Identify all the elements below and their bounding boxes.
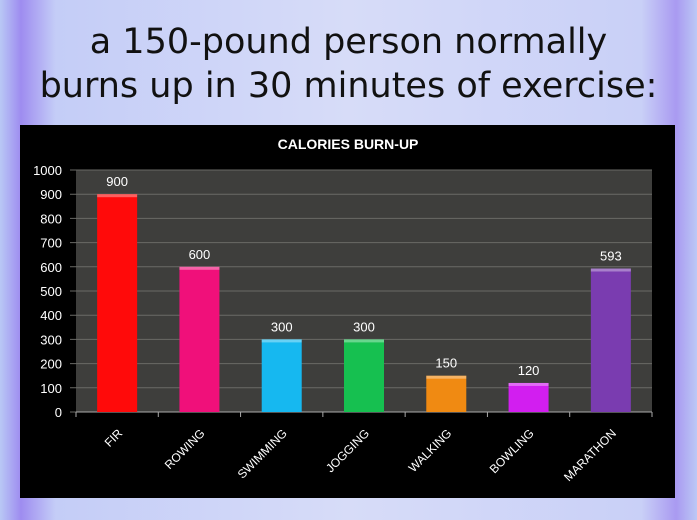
bar-marathon <box>590 268 631 412</box>
y-tick-label: 100 <box>40 381 62 396</box>
bar-highlight <box>179 266 220 270</box>
y-tick-label: 600 <box>40 260 62 275</box>
headline: a 150-pound person normally burns up in … <box>0 20 697 108</box>
y-tick-label: 700 <box>40 236 62 251</box>
bar-swimming <box>261 339 302 412</box>
headline-line-1: a 150-pound person normally <box>89 22 608 62</box>
data-label: 900 <box>106 174 128 189</box>
bar-jogging <box>344 339 384 412</box>
y-tick-label: 500 <box>40 284 62 299</box>
bar-highlight <box>590 268 631 272</box>
bar-highlight <box>344 339 384 343</box>
data-label: 150 <box>435 356 457 371</box>
data-label: 600 <box>189 247 211 262</box>
data-label: 300 <box>271 319 293 334</box>
headline-line-2: burns up in 30 minutes of exercise: <box>39 66 658 106</box>
y-tick-label: 1000 <box>33 163 62 178</box>
bar-fir <box>97 194 138 412</box>
y-tick-label: 0 <box>55 405 62 420</box>
y-tick-label: 400 <box>40 308 62 323</box>
y-tick-label: 200 <box>40 357 62 372</box>
y-tick-label: 800 <box>40 211 62 226</box>
bar-highlight <box>426 375 467 379</box>
bar-highlight <box>508 382 549 386</box>
chart-title: CALORIES BURN-UP <box>278 136 419 152</box>
bar-bowling <box>508 382 549 412</box>
data-label: 300 <box>353 319 375 334</box>
bar-rowing <box>179 266 220 412</box>
bar-highlight <box>97 194 138 198</box>
bar-highlight <box>261 339 302 343</box>
data-label: 593 <box>600 248 622 263</box>
bar-walking <box>426 375 467 412</box>
y-tick-label: 900 <box>40 187 62 202</box>
data-label: 120 <box>518 363 540 378</box>
y-tick-label: 300 <box>40 332 62 347</box>
